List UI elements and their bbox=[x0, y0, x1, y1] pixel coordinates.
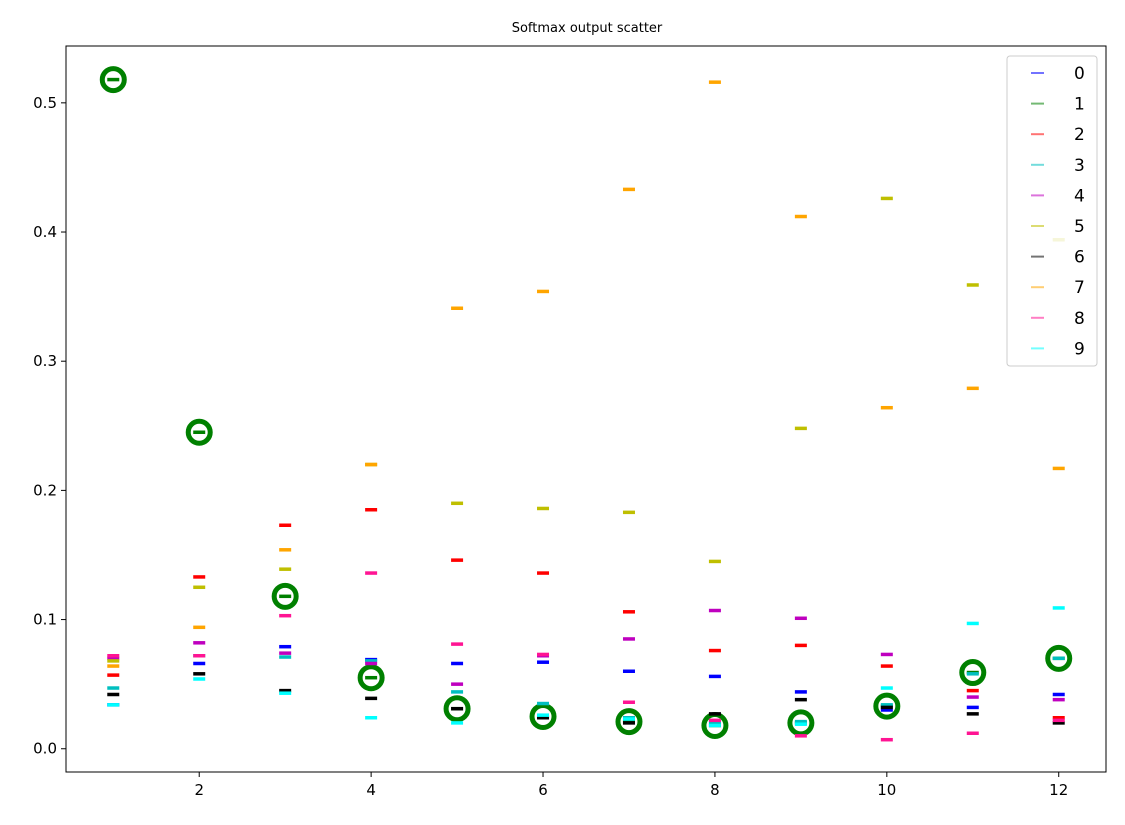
legend-label-3: 3 bbox=[1074, 156, 1085, 176]
x-tick-label: 2 bbox=[194, 781, 204, 799]
x-tick-label: 4 bbox=[366, 781, 376, 799]
y-tick-label: 0.5 bbox=[33, 94, 57, 112]
plot-frame bbox=[65, 45, 1107, 773]
chart-title: Softmax output scatter bbox=[512, 21, 663, 36]
legend-label-1: 1 bbox=[1074, 95, 1085, 115]
highlight-circle-4 bbox=[357, 664, 385, 692]
legend-label-4: 4 bbox=[1074, 186, 1085, 206]
x-tick-label: 10 bbox=[877, 781, 896, 799]
legend-label-9: 9 bbox=[1074, 339, 1085, 359]
plot-marks bbox=[99, 66, 1073, 742]
y-tick-label: 0.1 bbox=[33, 611, 57, 629]
y-tick-label: 0.0 bbox=[33, 740, 57, 758]
highlight-circle-12 bbox=[1045, 644, 1073, 672]
legend: 0 1 2 3 4 5 6 7 8 9 bbox=[1006, 55, 1098, 367]
x-tick-label: 8 bbox=[710, 781, 720, 799]
highlight-circle-5 bbox=[443, 695, 471, 723]
y-tick-label: 0.4 bbox=[33, 223, 57, 241]
highlight-circle-11 bbox=[959, 659, 987, 687]
highlight-circle-3 bbox=[271, 582, 299, 610]
highlight-circle-7 bbox=[615, 708, 643, 736]
highlight-circle-1 bbox=[99, 66, 127, 94]
highlight-circle-2 bbox=[185, 418, 213, 446]
x-tick-label: 12 bbox=[1049, 781, 1068, 799]
legend-label-0: 0 bbox=[1074, 64, 1085, 84]
legend-label-8: 8 bbox=[1074, 309, 1085, 329]
x-tick-label: 6 bbox=[538, 781, 548, 799]
highlight-circle-9 bbox=[787, 709, 815, 737]
legend-box bbox=[1006, 55, 1098, 367]
y-tick-label: 0.2 bbox=[33, 481, 57, 499]
y-tick-label: 0.3 bbox=[33, 352, 57, 370]
legend-label-7: 7 bbox=[1074, 278, 1085, 298]
legend-label-6: 6 bbox=[1074, 248, 1085, 268]
legend-label-2: 2 bbox=[1074, 125, 1085, 145]
legend-label-5: 5 bbox=[1074, 217, 1085, 237]
highlight-circle-6 bbox=[529, 702, 557, 730]
y-axis: 0.0 0.1 0.2 0.3 0.4 0.5 bbox=[33, 94, 66, 758]
highlight-circle-10 bbox=[873, 692, 901, 720]
x-axis: 2 4 6 8 10 12 bbox=[194, 772, 1068, 799]
